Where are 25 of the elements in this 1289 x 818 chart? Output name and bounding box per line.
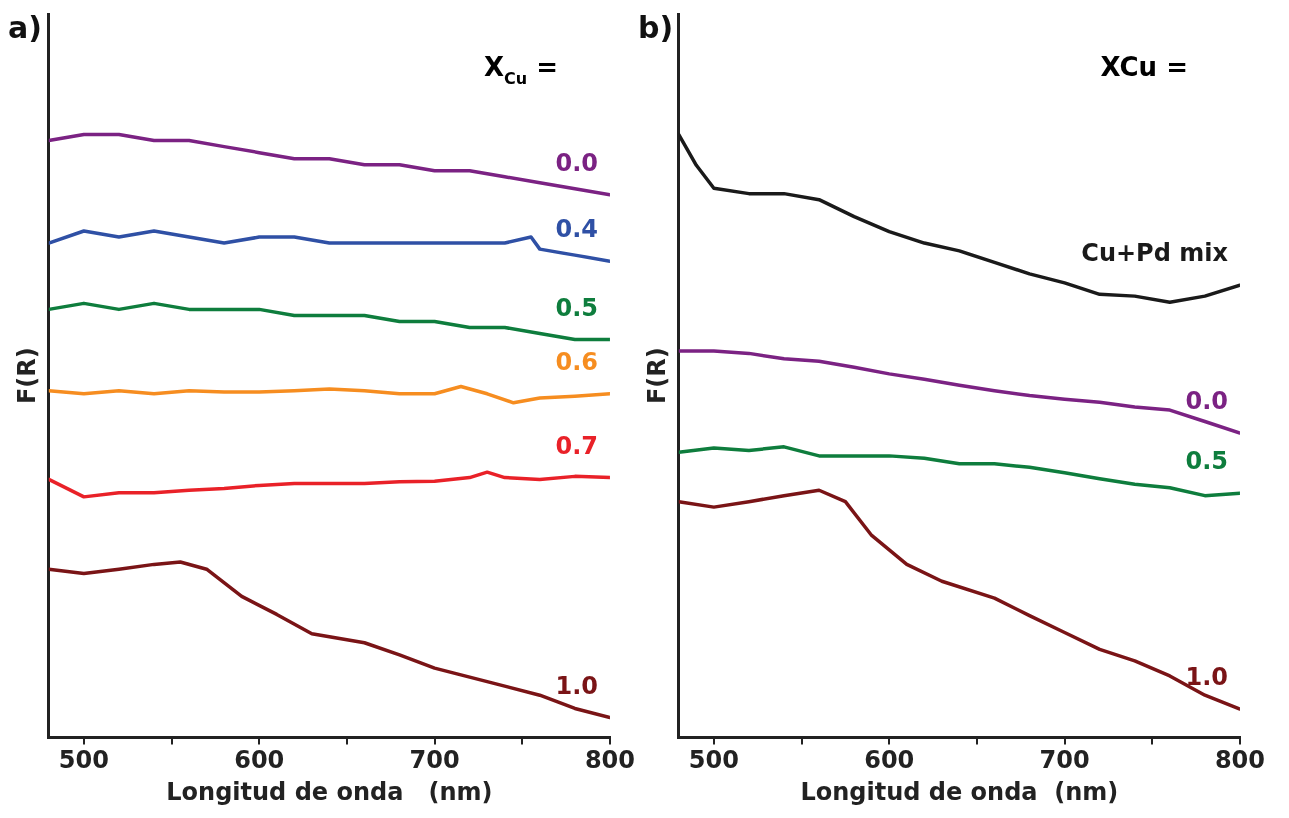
x-axis-title: Longitud de onda (nm) <box>800 777 1119 806</box>
series-label: 0.0 <box>1185 386 1228 415</box>
series-label: 0.6 <box>555 347 598 376</box>
series-label: 0.7 <box>555 431 598 460</box>
x-tick-label: 800 <box>1214 746 1266 775</box>
x-tick-label: 500 <box>688 746 739 775</box>
x-tick-label: 500 <box>58 746 109 775</box>
y-axis-title: F(R) <box>642 347 671 405</box>
x-tick-label: 800 <box>584 746 636 775</box>
chart-title: b) <box>638 9 674 45</box>
series-label: 1.0 <box>1185 663 1228 692</box>
x-tick-label: 700 <box>409 746 460 775</box>
series-label: 0.5 <box>1185 447 1228 476</box>
series-label: 0.5 <box>555 293 598 322</box>
x-tick-label: 700 <box>1039 746 1090 775</box>
text: XCu = <box>1100 52 1188 82</box>
series-label: 0.0 <box>555 148 598 177</box>
chart-title: a) <box>8 9 42 45</box>
x-tick-label: 600 <box>864 746 915 775</box>
x-tick-label: 600 <box>234 746 285 775</box>
x-axis-title: Longitud de onda (nm) <box>166 777 493 806</box>
y-axis-title: F(R) <box>12 347 41 405</box>
series-label: 1.0 <box>555 671 598 700</box>
series-label: Cu+Pd mix <box>1081 239 1229 268</box>
series-label: 0.4 <box>555 215 598 244</box>
